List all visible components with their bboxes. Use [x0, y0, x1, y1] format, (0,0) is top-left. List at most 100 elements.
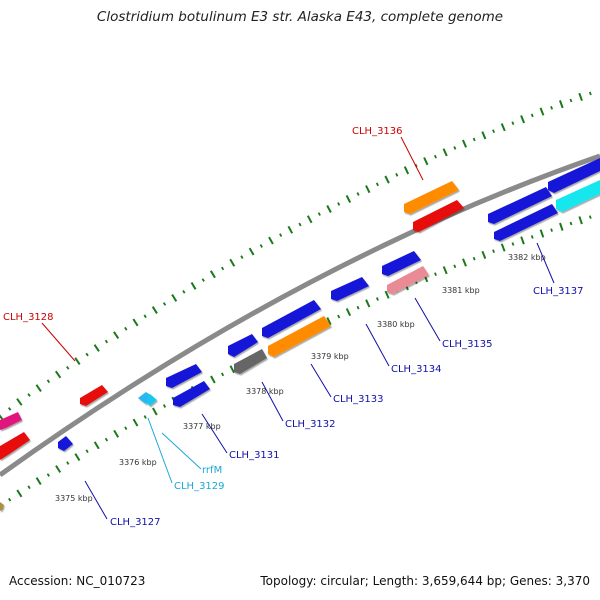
major-tick-mark [481, 131, 487, 140]
scale-tick-3378: 3378 kbp [246, 387, 284, 396]
major-tick-mark [365, 299, 371, 308]
major-tick-mark [16, 398, 23, 406]
feature-blue-3382a[interactable] [488, 187, 552, 224]
scale-tick-3376: 3376 kbp [119, 458, 157, 467]
major-tick-mark [113, 429, 120, 438]
minor-tick-mark [375, 297, 379, 301]
major-tick-mark [345, 194, 352, 203]
feature-clh-3131[interactable] [173, 381, 210, 407]
outer-tick-track [0, 91, 592, 420]
feature-blue-3378[interactable] [228, 334, 258, 357]
minor-tick-mark [492, 129, 496, 134]
major-tick-mark [559, 222, 564, 231]
minor-tick-mark [162, 404, 167, 408]
gene-label-clh-3128[interactable]: CLH_3128 [3, 312, 54, 323]
minor-tick-mark [511, 121, 515, 126]
major-tick-mark [345, 308, 352, 317]
minor-tick-mark [27, 393, 31, 397]
minor-tick-mark [453, 146, 457, 150]
gene-label-clh-3132[interactable]: CLH_3132 [285, 419, 336, 430]
gene-label-clh-3137[interactable]: CLH_3137 [533, 286, 584, 297]
major-tick-mark [229, 365, 235, 374]
major-tick-mark [558, 100, 564, 109]
major-tick-mark [403, 166, 410, 175]
minor-tick-mark [104, 339, 109, 344]
scale-tick-3377: 3377 kbp [183, 422, 221, 431]
gene-label-clh-3131[interactable]: CLH_3131 [229, 450, 280, 461]
major-tick-mark [365, 185, 371, 194]
minor-tick-mark [317, 212, 321, 216]
minor-tick-mark [162, 302, 167, 306]
feature-cyan-3382[interactable] [556, 180, 600, 212]
minor-tick-mark [511, 242, 515, 246]
leader-clh-3128 [41, 322, 76, 362]
feature-blue-3380[interactable] [382, 251, 421, 276]
minor-tick-mark [8, 497, 12, 502]
minor-tick-mark [569, 221, 573, 226]
leader-clh-3127 [84, 480, 108, 520]
major-tick-mark [287, 225, 294, 234]
feature-clh-3134[interactable] [331, 277, 369, 301]
major-tick-mark [54, 370, 62, 379]
feature-clh-3127[interactable] [58, 436, 73, 451]
feature-clh-3135[interactable] [387, 266, 429, 294]
major-tick-mark [16, 489, 23, 498]
feature-rrfm[interactable] [138, 392, 152, 404]
major-tick-mark [306, 215, 313, 224]
feature-clh-3130[interactable] [166, 364, 202, 388]
feature-magenta-partial[interactable] [0, 412, 22, 430]
gene-label-clh-3129[interactable]: CLH_3129 [174, 481, 225, 492]
feature-red-partial[interactable] [0, 432, 30, 460]
minor-tick-mark [588, 91, 592, 96]
major-tick-mark [442, 148, 448, 157]
minor-tick-mark [66, 365, 70, 370]
major-tick-mark [539, 229, 545, 238]
gene-label-clh-3134[interactable]: CLH_3134 [391, 364, 442, 375]
major-tick-mark [74, 453, 81, 462]
minor-tick-mark [104, 437, 109, 442]
major-tick-mark [268, 236, 274, 245]
minor-tick-mark [124, 326, 128, 331]
major-tick-mark [171, 293, 178, 302]
feature-clh-3136[interactable] [404, 181, 459, 214]
minor-tick-mark [550, 105, 554, 110]
major-tick-mark [578, 92, 583, 102]
major-tick-mark [113, 331, 120, 339]
gene-label-clh-3135[interactable]: CLH_3135 [442, 339, 493, 350]
minor-tick-mark [7, 407, 12, 411]
feature-red-3381[interactable] [413, 200, 464, 232]
leader-clh-3133 [310, 363, 332, 398]
gene-label-clh-3136[interactable]: CLH_3136 [352, 126, 403, 137]
minor-tick-mark [492, 249, 495, 254]
minor-tick-mark [201, 278, 205, 282]
major-tick-mark [248, 247, 255, 256]
major-tick-mark [384, 290, 390, 299]
feature-blue-3379[interactable] [262, 300, 321, 338]
major-tick-mark [500, 123, 506, 132]
scale-tick-3380: 3380 kbp [377, 320, 415, 329]
major-tick-mark [384, 175, 390, 184]
gene-label-clh-3133[interactable]: CLH_3133 [333, 394, 384, 405]
gene-label-clh-3127[interactable]: CLH_3127 [110, 517, 161, 528]
accession-label: Accession: NC_010723 [9, 574, 146, 588]
gene-label-rrfm[interactable]: rrfM [202, 465, 222, 476]
feature-clh-3133[interactable] [268, 316, 331, 357]
major-tick-mark [132, 418, 139, 427]
feature-blue-3382b[interactable] [548, 158, 600, 193]
major-tick-mark [132, 318, 139, 327]
feature-olive-partial[interactable] [0, 502, 4, 511]
minor-tick-mark [259, 244, 263, 248]
major-tick-mark [423, 157, 429, 166]
feature-clh-3129[interactable] [146, 394, 157, 406]
major-tick-mark [35, 477, 42, 486]
major-tick-mark [326, 205, 332, 213]
minor-tick-mark [182, 290, 186, 294]
feature-clh-3137[interactable] [494, 204, 558, 241]
major-tick-mark [55, 465, 62, 473]
minor-tick-mark [337, 202, 341, 206]
feature-clh-3132[interactable] [234, 349, 267, 374]
minor-tick-mark [124, 426, 128, 431]
feature-clh-3128[interactable] [80, 385, 108, 406]
minor-tick-mark [356, 305, 360, 310]
